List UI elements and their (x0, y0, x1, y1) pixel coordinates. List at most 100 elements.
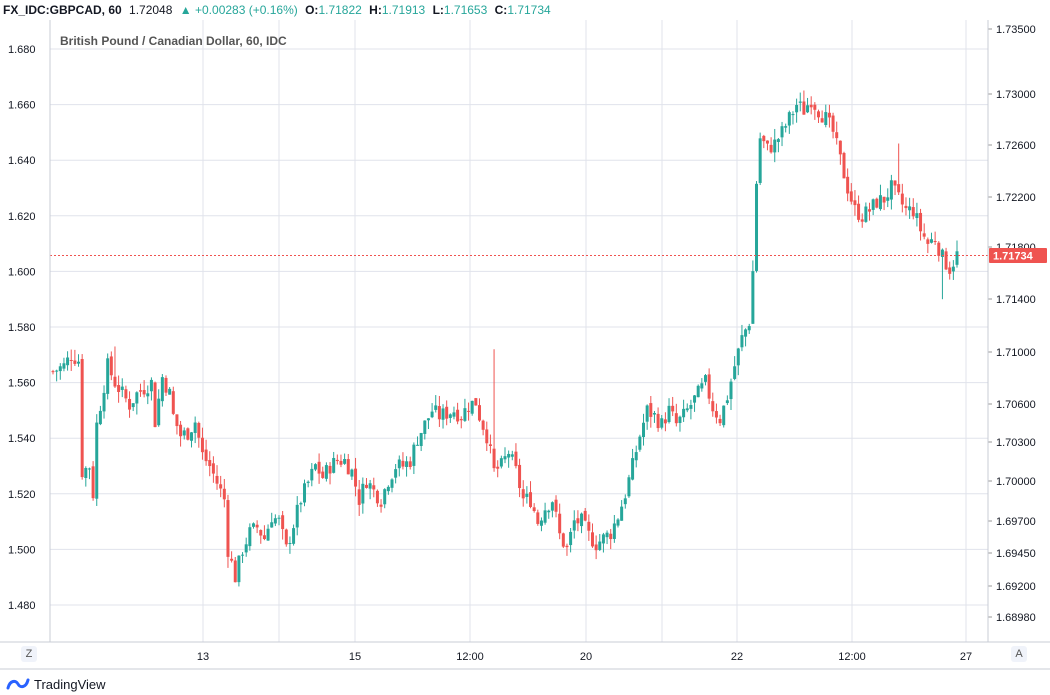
candle-body (583, 510, 587, 521)
auto-scale-button[interactable]: A (1011, 646, 1027, 662)
zoom-reset-button[interactable]: Z (21, 646, 37, 662)
candle-body (190, 432, 194, 441)
candle-body (656, 413, 660, 429)
tradingview-logo[interactable]: TradingView (6, 675, 106, 693)
candle-body (153, 382, 157, 428)
candle-body (809, 104, 813, 108)
candle-body (168, 388, 172, 395)
candle-body (827, 112, 831, 118)
symbol-label[interactable]: FX_IDC:GBPCAD, 60 (3, 3, 122, 17)
candle-body (529, 492, 533, 507)
price-chart[interactable]: 1.680 1.660 1.640 1.620 1.600 1.580 1.560 1.540… (0, 0, 1050, 670)
left-tick-label: 1.640 (8, 155, 36, 167)
candle-body (98, 410, 102, 425)
candle-body (499, 458, 503, 467)
candle-body (554, 499, 558, 512)
candle-body (459, 418, 463, 421)
candle-body (868, 209, 872, 212)
candle-body (558, 513, 562, 534)
candle-body (171, 391, 175, 414)
candle-body (350, 469, 354, 477)
candle-body (700, 383, 704, 389)
time-tick-label: 27 (960, 651, 972, 663)
candle-body (948, 267, 952, 274)
candle-body (911, 207, 915, 217)
candle-body (747, 326, 751, 331)
candle-body (733, 366, 737, 379)
candle-body (69, 359, 73, 361)
candle-body (259, 530, 263, 536)
candle-body (394, 469, 398, 478)
right-tick-label: 1.73500 (996, 24, 1036, 36)
candle-body (149, 379, 153, 392)
candle-body (642, 422, 646, 438)
time-axis[interactable]: 13 15 12:00 20 22 12:00 27 (197, 651, 972, 663)
price-change: +0.00283 (+0.16%) (195, 3, 298, 17)
candle-body (102, 392, 106, 412)
candle-body (565, 545, 569, 548)
candle-body (109, 356, 113, 376)
right-tick-label: 1.73000 (996, 89, 1036, 101)
candle-body (470, 400, 474, 414)
candle-body (306, 481, 310, 483)
candle-body (744, 329, 748, 337)
candle-body (926, 239, 930, 244)
right-price-axis[interactable]: 1.735001.730001.726001.722001.718001.714… (988, 24, 1036, 624)
candle-body (601, 534, 605, 544)
candle-body (434, 405, 438, 410)
current-price-tag: 1.71734 (989, 248, 1047, 264)
candle-body (215, 475, 219, 484)
candle-body (226, 500, 230, 557)
candle-body (634, 452, 638, 461)
right-tick-label: 1.71000 (996, 347, 1036, 359)
candle-body (623, 498, 627, 505)
candle-body (91, 466, 95, 499)
candle-body (609, 533, 613, 540)
time-tick-label: 20 (580, 651, 592, 663)
left-tick-label: 1.540 (8, 433, 36, 445)
candle-body (346, 459, 350, 475)
candle-body (448, 414, 452, 418)
candle-body (332, 457, 336, 473)
right-tick-label: 1.69200 (996, 581, 1036, 593)
candle-body (886, 197, 890, 201)
candle-body (875, 198, 879, 208)
candle-body (313, 464, 317, 470)
left-tick-label: 1.500 (8, 544, 36, 556)
candle-body (736, 348, 740, 366)
candle-body (251, 523, 255, 527)
candle-body (893, 180, 897, 186)
candle-body (539, 520, 543, 526)
candle-body (547, 510, 551, 513)
candle-body (456, 409, 460, 422)
candle-body (955, 251, 959, 265)
candle-body (660, 418, 664, 428)
candle-body (908, 206, 912, 211)
candle-body (685, 408, 689, 411)
candle-body (175, 414, 179, 427)
candle-body (776, 139, 780, 142)
candle-body (864, 206, 868, 222)
candle-body (532, 507, 536, 511)
candle-body (244, 544, 248, 553)
left-tick-label: 1.560 (8, 378, 36, 390)
candle-body (711, 401, 715, 412)
candle-body (73, 360, 77, 364)
candle-body (693, 395, 697, 403)
candle-body (940, 249, 944, 257)
candle-body (627, 477, 631, 497)
candle-body (616, 519, 620, 526)
candle-body (674, 413, 678, 424)
left-tick-label: 1.600 (8, 266, 36, 278)
candle-body (485, 429, 489, 444)
candle-body (795, 104, 799, 113)
candle-body (477, 405, 481, 421)
open-label: O: (305, 3, 319, 17)
candle-body (496, 466, 500, 469)
close-value: 1.71734 (507, 3, 551, 17)
candle-body (474, 398, 478, 406)
candle-body (561, 533, 565, 547)
candle-body (368, 483, 372, 489)
candle-body (58, 366, 62, 372)
left-price-axis: 1.680 1.660 1.640 1.620 1.600 1.580 1.560 1.540… (8, 44, 36, 612)
